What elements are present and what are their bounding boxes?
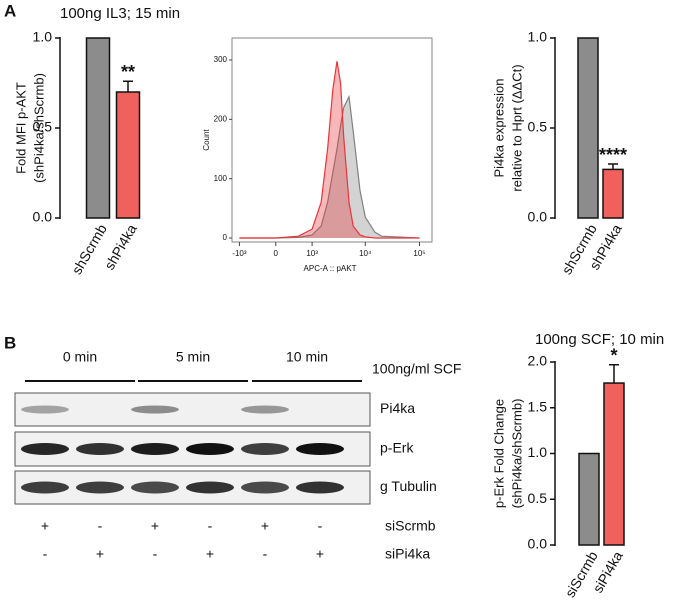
error-bar [123,80,133,92]
treatment-label: 100ng/ml SCF [372,361,461,377]
y-tick-label: 0.5 [33,119,53,135]
sign: + [41,518,49,534]
blot-band [131,405,179,414]
blot-band [241,481,289,494]
blot-band [186,443,234,455]
time-label: 10 min [286,349,328,365]
sign: - [208,518,213,534]
y-axis-label: (shPi4ka/shScrmb) [509,399,524,509]
panel-label: B [4,333,16,352]
y-tick-label: 300 [214,55,228,64]
y-axis-label: Count [202,129,211,151]
time-label: 5 min [176,349,210,365]
y-tick-label: 0.0 [528,536,548,552]
blot-band [76,443,124,455]
x-tick-label: shScrmb [68,221,110,277]
y-tick-label: 1.0 [528,29,548,45]
plot-frame [231,37,433,243]
sign: + [206,546,214,562]
chart-title: 100ng SCF; 10 min [535,331,664,348]
y-axis-label: Pi4ka expression [491,79,506,178]
band-label: g Tubulin [380,478,437,494]
y-tick-label: 200 [214,114,228,123]
y-tick-label: 0 [223,233,228,242]
blot-band [21,443,69,455]
bar [603,382,625,546]
row-label: siPi4ka [385,546,430,562]
blot-band [241,443,289,455]
significance-label: ** [121,62,135,82]
error-bar [609,363,619,384]
x-tick-label: 0 [274,249,279,258]
bar [602,168,624,219]
blot-band [76,481,124,494]
blot-strip [14,392,371,427]
x-tick-label: siScrmb [562,548,601,600]
y-tick-label: 0.5 [528,119,548,135]
x-tick-label: -10³ [232,249,247,258]
x-tick-label: 10⁵ [413,249,425,258]
band-label: p-Erk [380,440,414,456]
significance-label: **** [599,145,627,165]
blot-band [296,443,344,455]
blot-band [241,405,289,414]
bar [85,37,111,219]
sign: + [151,518,159,534]
sign: - [263,546,268,562]
bar [115,91,141,219]
sign: + [261,518,269,534]
y-tick-label: 100 [214,174,228,183]
y-tick-label: 2.0 [528,353,548,369]
histogram-line [239,94,420,239]
blot-band [131,481,179,494]
time-label: 0 min [63,349,97,365]
blot-band [296,481,344,494]
significance-label: * [610,345,617,365]
y-tick-label: 0.5 [528,490,548,506]
x-tick-label: 10³ [306,249,318,258]
blot-band [21,405,69,414]
histogram-area [239,96,420,238]
blot-band [131,443,179,455]
y-axis-label: p-Erk Fold Change [491,399,506,508]
y-tick-label: 1.5 [528,398,548,414]
blot-band [186,481,234,494]
bar [577,37,599,219]
y-axis-label: (shPi4ka/shScrmb) [31,73,46,183]
panel-label: A [4,1,16,20]
y-tick-label: 1.0 [528,444,548,460]
blot-band [21,481,69,494]
histogram-area [239,61,420,239]
sign: - [153,546,158,562]
sign: - [98,518,103,534]
histogram-line [239,61,420,239]
bar [578,452,600,546]
x-axis-label: APC-A :: pAKT [304,264,357,273]
band-label: Pi4ka [380,400,415,416]
row-label: siScrmb [385,518,436,534]
sign: - [43,546,48,562]
x-tick-label: 10⁴ [359,249,372,258]
sign: + [316,546,324,562]
chart-title: 100ng IL3; 15 min [60,5,180,22]
y-axis-label: Fold MFI p-AKT [13,82,28,174]
sign: - [318,518,323,534]
sign: + [96,546,104,562]
y-tick-label: 0.0 [33,209,53,225]
error-bar [608,163,618,170]
y-axis-label: relative to Hprt (ΔΔCt) [509,64,524,191]
y-tick-label: 0.0 [528,209,548,225]
y-tick-label: 1.0 [33,29,53,45]
